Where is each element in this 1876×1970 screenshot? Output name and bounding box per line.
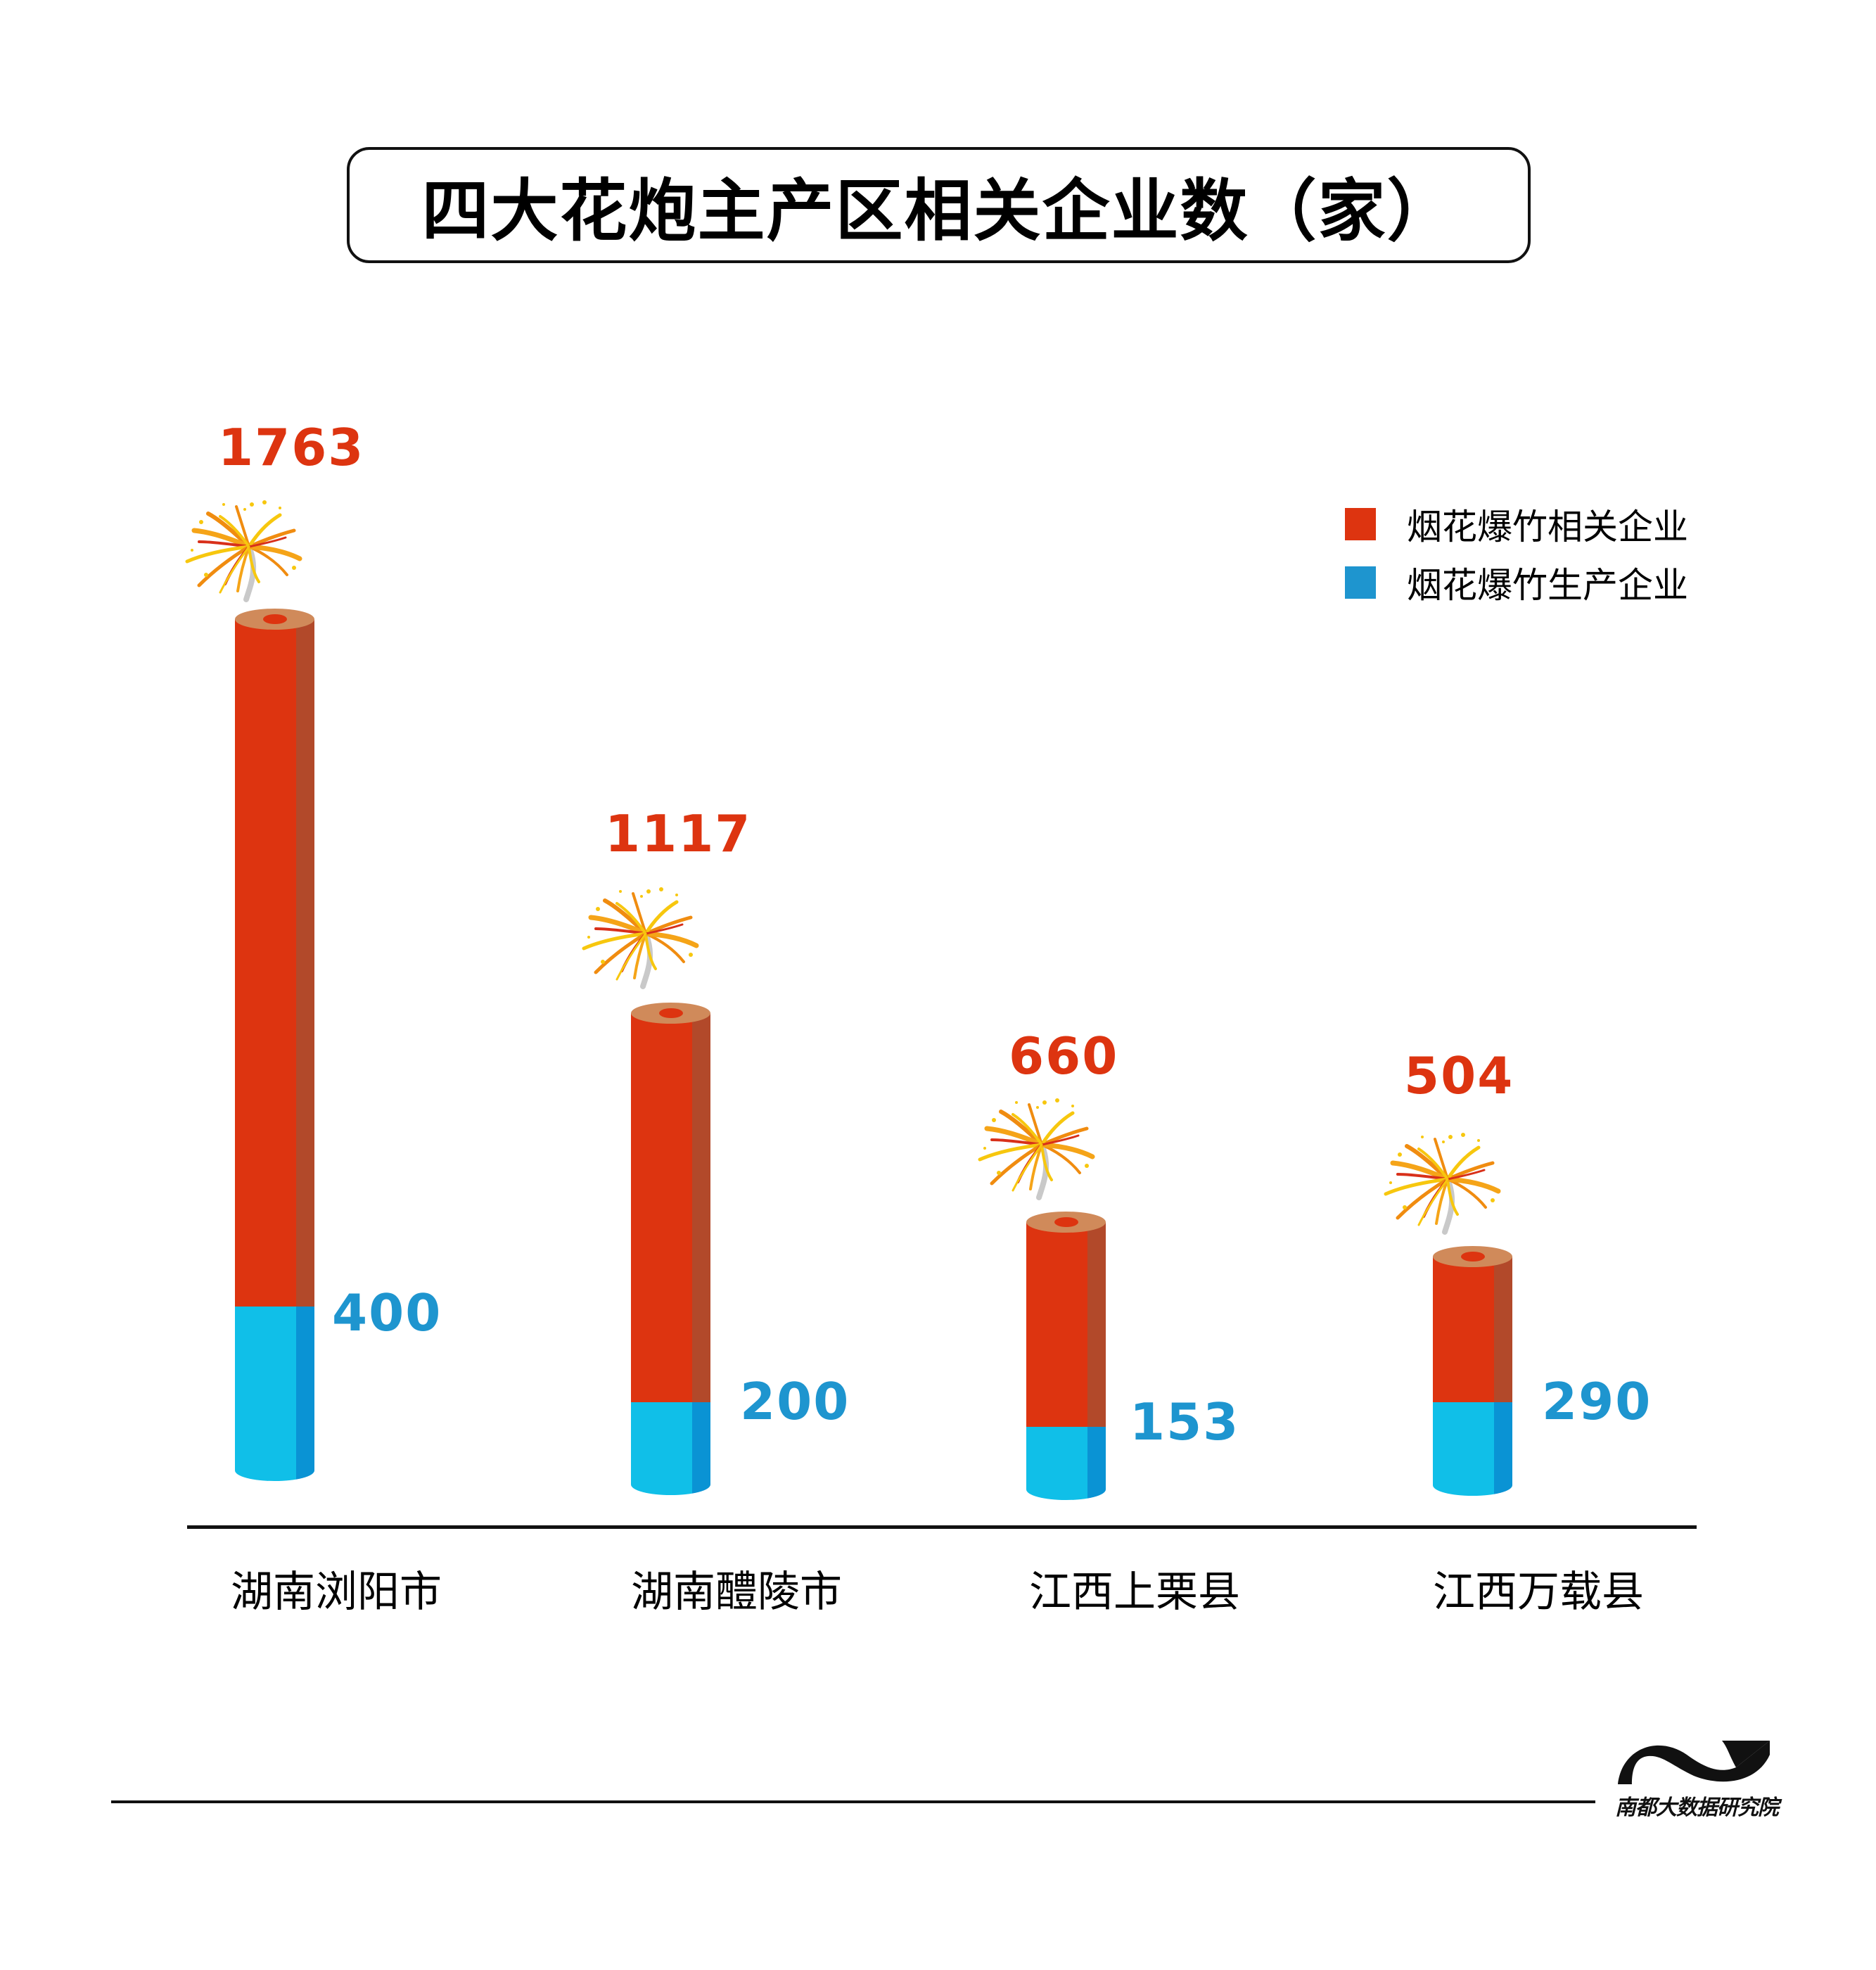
brand-name: 南都大数据研究院 — [1615, 1796, 1779, 1820]
firecracker-bar — [631, 1003, 710, 1495]
bar-segment-related — [1026, 1222, 1106, 1427]
legend-label-production: 烟花爆竹生产企业 — [1407, 565, 1688, 606]
value-label-related: 1763 — [218, 418, 365, 477]
sparkler-icon — [974, 1092, 1101, 1212]
firecracker-bar — [235, 609, 314, 1485]
category-label: 湖南醴陵市 — [631, 1568, 842, 1617]
brand-logo-icon — [1618, 1741, 1770, 1784]
value-label-production: 200 — [740, 1372, 850, 1431]
legend-item-production: 烟花爆竹生产企业 — [1345, 564, 1688, 606]
value-label-related: 660 — [1009, 1027, 1119, 1086]
bar-segment-related — [235, 619, 314, 1307]
legend-label-related: 烟花爆竹相关企业 — [1407, 507, 1688, 547]
category-label: 江西万载县 — [1433, 1568, 1644, 1617]
value-label-production: 290 — [1542, 1372, 1652, 1431]
legend-swatch-blue-icon — [1345, 566, 1376, 599]
legend: 烟花爆竹相关企业 烟花爆竹生产企业 — [1345, 505, 1688, 606]
legend-swatch-red-icon — [1345, 508, 1376, 540]
bar-segment-related — [1433, 1257, 1512, 1402]
firecracker-cap-icon — [235, 609, 314, 630]
title-box — [347, 147, 1531, 263]
bar-segment-related — [631, 1013, 710, 1402]
sparkler-icon — [181, 494, 308, 614]
chart-title: 四大花炮主产区相关企业数（家） — [421, 172, 1456, 250]
value-label-related: 1117 — [605, 804, 752, 863]
firecracker-cap-icon — [631, 1003, 710, 1024]
bar-segment-production — [235, 1307, 314, 1467]
footer-divider — [111, 1800, 1595, 1803]
firecracker-bar — [1026, 1212, 1106, 1500]
firecracker-bar — [1433, 1246, 1512, 1496]
value-label-production: 153 — [1130, 1392, 1240, 1451]
value-label-production: 400 — [332, 1283, 442, 1342]
bar-segment-production — [631, 1402, 710, 1481]
firecracker-cap-icon — [1026, 1212, 1106, 1233]
bar-segment-production — [1026, 1427, 1106, 1486]
bar-segment-production — [1433, 1402, 1512, 1482]
value-label-related: 504 — [1404, 1046, 1514, 1105]
sparkler-icon — [1380, 1126, 1507, 1246]
x-axis-line — [187, 1525, 1697, 1529]
sparkler-icon — [578, 881, 705, 1000]
category-label: 湖南浏阳市 — [231, 1568, 442, 1617]
firecracker-cap-icon — [1433, 1246, 1512, 1267]
legend-item-related: 烟花爆竹相关企业 — [1345, 505, 1688, 547]
category-label: 江西上栗县 — [1029, 1568, 1240, 1617]
